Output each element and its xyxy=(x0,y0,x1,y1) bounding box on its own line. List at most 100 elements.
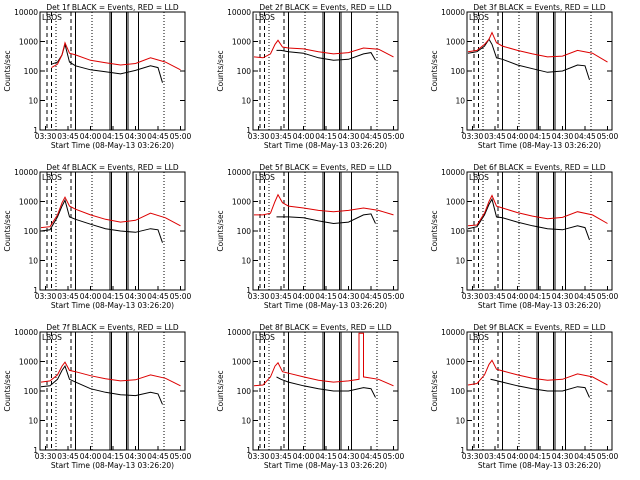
y-tick-label: 10 xyxy=(241,97,251,106)
x-tick-label: 04:15 xyxy=(102,132,124,141)
x-axis-label: Start Time (08-May-13 03:26:20) xyxy=(478,141,601,150)
x-tick-label: 03:45 xyxy=(57,292,79,301)
x-axis-label: Start Time (08-May-13 03:26:20) xyxy=(264,301,387,310)
x-tick-label: 04:45 xyxy=(360,132,382,141)
x-tick-label: 04:30 xyxy=(338,452,360,461)
y-tick-label: 10000 xyxy=(227,8,251,17)
y-tick-label: 100 xyxy=(451,387,466,396)
panel-overlay-label: LBOS xyxy=(255,13,275,22)
events-series-line xyxy=(467,38,590,81)
y-tick-label: 10 xyxy=(241,257,251,266)
y-axis-label: Counts/sec xyxy=(216,50,225,91)
x-axis-label: Start Time (08-May-13 03:26:20) xyxy=(51,141,174,150)
y-tick-label: 10000 xyxy=(441,328,465,337)
y-tick-label: 1000 xyxy=(232,358,251,367)
x-tick-label: 04:15 xyxy=(102,292,124,301)
x-tick-label: 04:00 xyxy=(293,292,315,301)
panel-overlay-label: LBOS xyxy=(469,173,489,182)
y-tick-label: 10000 xyxy=(14,168,38,177)
x-tick-label: 03:45 xyxy=(484,292,506,301)
y-axis-label: Counts/sec xyxy=(216,210,225,251)
lld-series-line xyxy=(40,361,181,387)
panel-overlay-label: LBOS xyxy=(469,13,489,22)
panel-title: Det 6f BLACK = Events, RED = LLD xyxy=(473,163,606,172)
events-series-line xyxy=(276,213,376,225)
y-tick-label: 10000 xyxy=(227,328,251,337)
plot-frame xyxy=(252,331,399,451)
x-tick-label: 04:30 xyxy=(552,292,574,301)
lld-series-line xyxy=(467,359,608,386)
x-tick-label: 04:00 xyxy=(507,292,529,301)
y-tick-label: 1 xyxy=(460,126,465,135)
events-series-line xyxy=(40,365,163,405)
panel-title: Det 2f BLACK = Events, RED = LLD xyxy=(259,3,392,12)
x-axis-label: Start Time (08-May-13 03:26:20) xyxy=(264,141,387,150)
x-tick-label: 05:00 xyxy=(597,292,619,301)
y-tick-label: 1000 xyxy=(232,198,251,207)
panel-overlay-label: LBOS xyxy=(255,173,275,182)
y-tick-label: 100 xyxy=(237,227,252,236)
x-tick-label: 04:00 xyxy=(80,292,102,301)
y-tick-label: 1 xyxy=(33,286,38,295)
y-tick-label: 1 xyxy=(246,286,251,295)
x-tick-label: 03:30 xyxy=(248,132,270,141)
x-axis-label: Start Time (08-May-13 03:26:20) xyxy=(478,301,601,310)
x-tick-label: 03:30 xyxy=(248,292,270,301)
events-series-line xyxy=(276,49,376,61)
x-tick-label: 04:00 xyxy=(293,132,315,141)
y-tick-label: 1000 xyxy=(19,198,38,207)
x-tick-label: 04:45 xyxy=(147,292,169,301)
y-tick-label: 1 xyxy=(33,446,38,455)
y-tick-label: 100 xyxy=(24,387,39,396)
y-tick-label: 1000 xyxy=(446,358,465,367)
panel-title: Det 8f BLACK = Events, RED = LLD xyxy=(259,323,392,332)
x-tick-label: 04:30 xyxy=(552,132,574,141)
x-tick-label: 05:00 xyxy=(383,292,405,301)
plot-frame xyxy=(39,11,186,131)
lld-series-line xyxy=(253,332,394,387)
y-tick-label: 10 xyxy=(241,417,251,426)
x-tick-label: 04:30 xyxy=(125,452,147,461)
x-tick-label: 04:00 xyxy=(293,452,315,461)
x-axis-label: Start Time (08-May-13 03:26:20) xyxy=(51,301,174,310)
plot-frame xyxy=(252,171,399,291)
x-tick-label: 03:45 xyxy=(270,132,292,141)
y-tick-label: 1000 xyxy=(446,198,465,207)
x-tick-label: 04:00 xyxy=(507,132,529,141)
panel-title: Det 7f BLACK = Events, RED = LLD xyxy=(46,323,179,332)
x-tick-label: 04:30 xyxy=(552,452,574,461)
plot-frame xyxy=(39,171,186,291)
y-tick-label: 1 xyxy=(246,126,251,135)
x-tick-label: 04:00 xyxy=(80,132,102,141)
panel-overlay-label: LBOS xyxy=(42,13,62,22)
x-tick-label: 04:00 xyxy=(507,452,529,461)
x-tick-label: 03:30 xyxy=(462,132,484,141)
y-axis-label: Counts/sec xyxy=(216,370,225,411)
x-tick-label: 03:45 xyxy=(57,132,79,141)
y-axis-label: Counts/sec xyxy=(3,370,12,411)
y-tick-label: 100 xyxy=(451,227,466,236)
panel-overlay-label: LBOS xyxy=(42,333,62,342)
panel-overlay-label: LBOS xyxy=(255,333,275,342)
x-tick-label: 04:15 xyxy=(315,132,337,141)
x-tick-label: 05:00 xyxy=(597,132,619,141)
x-tick-label: 04:00 xyxy=(80,452,102,461)
y-tick-label: 10000 xyxy=(14,8,38,17)
x-tick-label: 03:30 xyxy=(248,452,270,461)
x-tick-label: 04:45 xyxy=(574,132,596,141)
y-tick-label: 100 xyxy=(24,67,39,76)
y-tick-label: 1 xyxy=(33,126,38,135)
lld-series-line xyxy=(40,196,181,229)
plot-frame xyxy=(466,171,613,291)
events-series-line xyxy=(467,197,590,241)
x-tick-label: 04:45 xyxy=(360,452,382,461)
y-tick-label: 100 xyxy=(24,227,39,236)
x-tick-label: 05:00 xyxy=(597,452,619,461)
x-tick-label: 05:00 xyxy=(170,132,192,141)
y-tick-label: 100 xyxy=(237,67,252,76)
